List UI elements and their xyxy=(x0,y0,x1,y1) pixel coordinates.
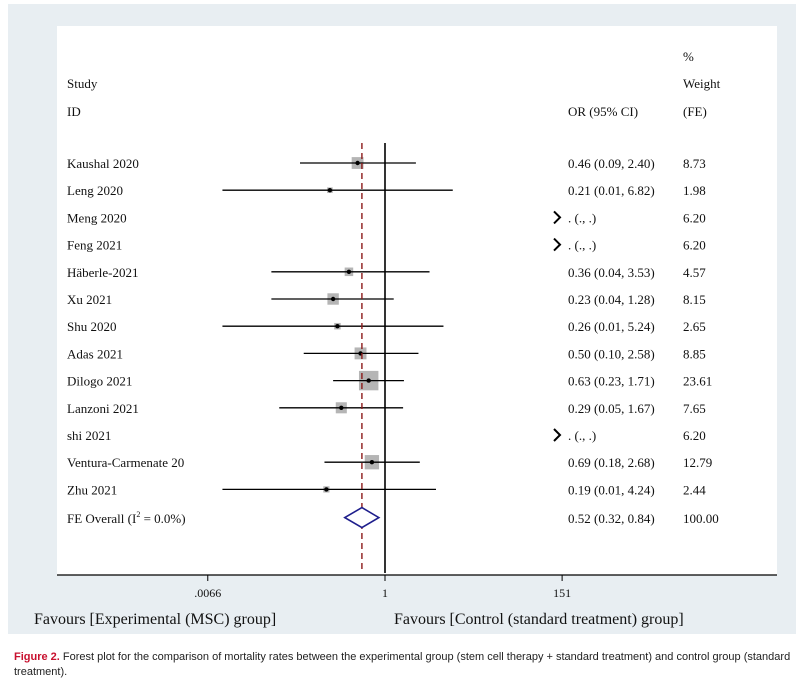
favours-left: Favours [Experimental (MSC) group] xyxy=(34,611,276,628)
study-row: Xu 2021 8.15 0.23 (0.04, 1.28) xyxy=(67,292,706,307)
study-weight: 8.15 xyxy=(683,292,706,307)
study-name: shi 2021 xyxy=(67,428,111,443)
study-rows: Kaushal 2020 8.73 0.46 (0.09, 2.40) Leng 20… xyxy=(67,156,712,497)
overall-label: FE Overall (I2 = 0.0%) xyxy=(67,510,186,526)
study-ci: 0.23 (0.04, 1.28) xyxy=(568,292,655,307)
plot-area xyxy=(57,26,777,575)
study-name: Lanzoni 2021 xyxy=(67,401,139,416)
x-tick-label: 151 xyxy=(553,586,571,600)
study-ci: 0.46 (0.09, 2.40) xyxy=(568,156,655,171)
study-row: Kaushal 2020 8.73 0.46 (0.09, 2.40) xyxy=(67,156,706,171)
caption-label: Figure 2. xyxy=(14,651,60,663)
study-weight: 6.20 xyxy=(683,238,706,253)
study-weight: 23.61 xyxy=(683,374,712,389)
study-weight: 2.65 xyxy=(683,319,706,334)
offscale-arrow xyxy=(553,237,562,252)
x-ticks: .0066 1 151 xyxy=(194,575,571,600)
study-ci: . (., .) xyxy=(568,238,596,253)
point-estimate xyxy=(355,160,360,166)
study-name: Häberle-2021 xyxy=(67,265,138,280)
study-name: Ventura-Carmenate 20 xyxy=(67,455,184,470)
study-row: Shu 2020 2.65 0.26 (0.01, 5.24) xyxy=(67,319,706,334)
study-name: Feng 2021 xyxy=(67,238,122,253)
study-ci: 0.29 (0.05, 1.67) xyxy=(568,401,655,416)
study-row: Zhu 2021 2.44 0.19 (0.01, 4.24) xyxy=(67,482,706,497)
x-tick-label: .0066 xyxy=(194,586,221,600)
x-tick-label: 1 xyxy=(382,586,388,600)
study-name: Xu 2021 xyxy=(67,292,112,307)
caption-text: Forest plot for the comparison of mortal… xyxy=(14,651,791,678)
study-ci: 0.36 (0.04, 3.53) xyxy=(568,265,655,280)
study-ci: 0.21 (0.01, 6.82) xyxy=(568,183,655,198)
study-row: Adas 2021 8.85 0.50 (0.10, 2.58) xyxy=(67,346,706,361)
figure-caption: Figure 2. Forest plot for the comparison… xyxy=(14,650,794,680)
header-or: OR (95% CI) xyxy=(568,104,638,119)
study-row: Dilogo 2021 23.61 0.63 (0.23, 1.71) xyxy=(67,370,712,391)
study-ci: . (., .) xyxy=(568,428,596,443)
header-id: ID xyxy=(67,104,81,119)
point-estimate xyxy=(369,460,375,465)
study-ci: 0.19 (0.01, 4.24) xyxy=(568,482,655,497)
study-row: Leng 2020 1.98 0.21 (0.01, 6.82) xyxy=(67,183,706,198)
study-name: Shu 2020 xyxy=(67,319,116,334)
study-row: Meng 2020 6.20 . (., .) xyxy=(67,210,706,225)
study-ci: . (., .) xyxy=(568,210,596,225)
study-weight: 7.65 xyxy=(683,401,706,416)
study-ci: 0.50 (0.10, 2.58) xyxy=(568,346,655,361)
study-name: Zhu 2021 xyxy=(67,482,117,497)
point-estimate xyxy=(346,269,352,274)
header-weight: Weight xyxy=(683,76,721,91)
study-weight: 4.57 xyxy=(683,265,706,280)
offscale-arrow xyxy=(553,428,562,442)
study-ci: 0.26 (0.01, 5.24) xyxy=(568,319,655,334)
study-name: Dilogo 2021 xyxy=(67,374,132,389)
study-ci: 0.63 (0.23, 1.71) xyxy=(568,374,655,389)
study-row: Feng 2021 6.20 . (., .) xyxy=(67,238,706,253)
study-weight: 1.98 xyxy=(683,183,706,198)
study-weight: 6.20 xyxy=(683,210,706,225)
study-weight: 6.20 xyxy=(683,428,706,443)
study-row: Lanzoni 2021 7.65 0.29 (0.05, 1.67) xyxy=(67,401,706,416)
study-row: shi 2021 6.20 . (., .) xyxy=(67,428,706,443)
point-estimate xyxy=(335,324,340,329)
study-name: Leng 2020 xyxy=(67,183,123,198)
study-row: Häberle-2021 4.57 0.36 (0.04, 3.53) xyxy=(67,265,706,280)
favours-right: Favours [Control (standard treatment) gr… xyxy=(394,611,684,628)
header-fe: (FE) xyxy=(683,104,707,119)
point-estimate xyxy=(327,188,333,193)
header-weight-pct: % xyxy=(683,49,694,64)
study-row: Ventura-Carmenate 20 12.79 0.69 (0.18, 2.6… xyxy=(67,455,712,470)
study-weight: 2.44 xyxy=(683,482,706,497)
study-name: Kaushal 2020 xyxy=(67,156,139,171)
overall-weight: 100.00 xyxy=(683,511,719,526)
point-estimate xyxy=(339,405,344,410)
study-weight: 12.79 xyxy=(683,455,712,470)
point-estimate xyxy=(330,296,336,302)
study-name: Meng 2020 xyxy=(67,210,127,225)
study-ci: 0.69 (0.18, 2.68) xyxy=(568,455,655,470)
point-estimate xyxy=(324,487,329,492)
study-weight: 8.73 xyxy=(683,156,706,171)
overall-ci: 0.52 (0.32, 0.84) xyxy=(568,511,655,526)
header-study: Study xyxy=(67,76,98,91)
forest-plot: Study ID OR (95% CI) % Weight (FE) Kaush… xyxy=(34,26,777,628)
offscale-arrow xyxy=(553,210,562,225)
point-estimate xyxy=(366,378,371,383)
study-name: Adas 2021 xyxy=(67,346,123,361)
overall-diamond xyxy=(343,506,381,529)
study-weight: 8.85 xyxy=(683,346,706,361)
